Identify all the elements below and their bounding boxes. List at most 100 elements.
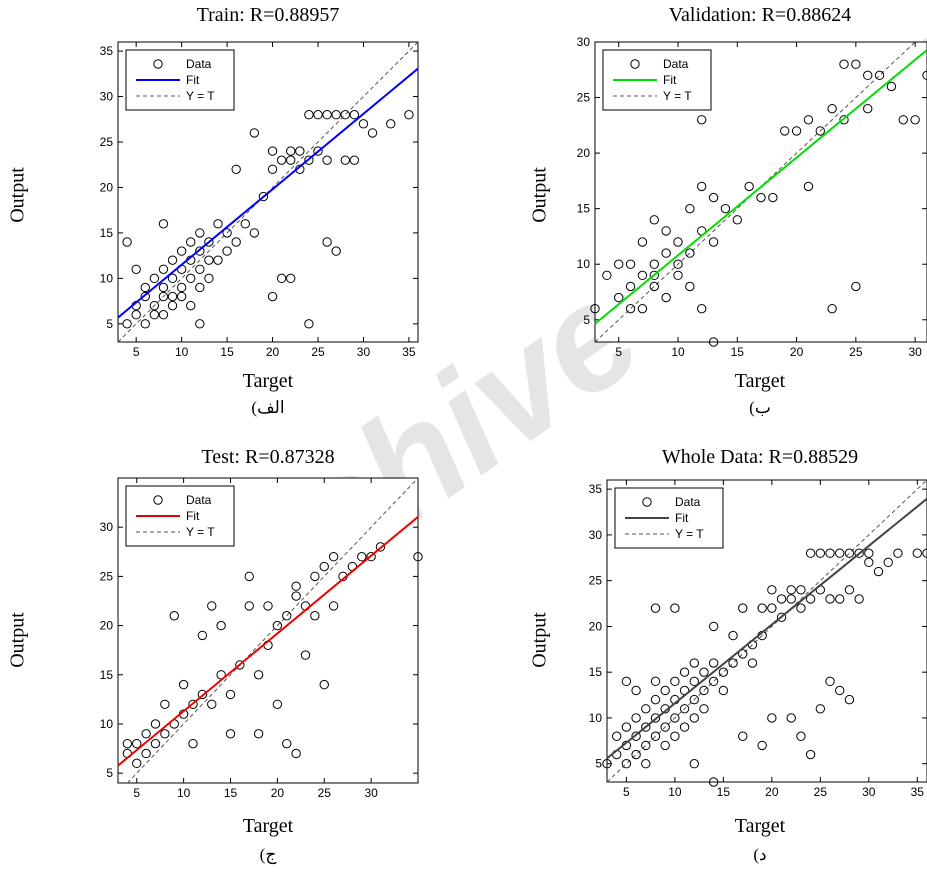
data-point — [122, 319, 132, 329]
x-tick-label: 25 — [814, 785, 828, 799]
data-point — [637, 270, 648, 281]
data-point — [276, 273, 287, 284]
x-tick-label: 10 — [671, 345, 685, 359]
data-point — [825, 594, 835, 604]
legend-data-marker — [630, 59, 640, 69]
data-point — [272, 699, 283, 709]
y-axis-label: Output — [528, 167, 551, 223]
data-point — [231, 164, 241, 174]
data-point — [625, 303, 636, 314]
legend-label: Fit — [186, 73, 200, 87]
data-point — [357, 552, 367, 562]
data-point — [231, 237, 241, 247]
legend: Data Fit Y = T — [125, 485, 235, 547]
data-point — [310, 571, 320, 582]
data-point — [322, 110, 332, 120]
data-point — [150, 738, 161, 749]
data-point — [661, 292, 671, 303]
y-tick-label: 15 — [100, 226, 114, 240]
x-tick-label: 20 — [266, 345, 280, 359]
data-point — [590, 303, 600, 314]
data-point — [621, 676, 632, 687]
data-point — [756, 192, 766, 203]
data-point — [649, 259, 659, 269]
x-tick-label: 30 — [908, 345, 922, 359]
data-point — [641, 758, 651, 769]
data-point — [679, 722, 690, 732]
data-point — [854, 594, 864, 604]
data-point — [614, 292, 624, 303]
data-point — [699, 685, 709, 696]
data-point — [844, 585, 855, 595]
data-point — [176, 282, 187, 293]
legend-label: Data — [675, 495, 701, 509]
data-point — [825, 548, 835, 558]
data-point — [188, 738, 198, 749]
legend-label: Fit — [675, 511, 689, 525]
x-tick-label: 20 — [790, 345, 804, 359]
x-tick-label: 20 — [271, 786, 285, 800]
data-point — [249, 128, 260, 138]
y-tick-label: 25 — [589, 574, 603, 588]
data-point — [300, 650, 311, 660]
y-tick-label: 10 — [100, 271, 114, 285]
data-point — [249, 228, 260, 238]
data-point — [621, 758, 632, 769]
data-point — [786, 594, 796, 604]
data-point — [204, 273, 214, 284]
data-point — [313, 146, 323, 156]
data-point — [839, 115, 849, 125]
data-point — [757, 603, 767, 613]
data-point — [195, 282, 205, 293]
data-point — [349, 155, 360, 165]
data-point — [625, 281, 636, 292]
data-point — [167, 273, 178, 284]
data-point — [178, 679, 189, 690]
y-tick-label: 25 — [100, 569, 114, 583]
data-point — [631, 685, 641, 696]
data-point — [195, 264, 205, 274]
panel-caption: ج) — [259, 845, 277, 864]
data-point — [883, 557, 893, 568]
data-point — [188, 699, 198, 709]
data-point — [708, 237, 719, 247]
x-tick-label: 15 — [717, 785, 731, 799]
data-point — [149, 310, 160, 320]
data-point — [197, 689, 208, 700]
data-point — [122, 738, 133, 749]
data-point — [708, 192, 719, 203]
data-point — [291, 591, 301, 601]
y-tick-label: 35 — [100, 44, 114, 58]
data-point — [602, 270, 612, 281]
data-point — [660, 740, 670, 751]
data-point — [631, 713, 641, 723]
data-point — [140, 319, 150, 329]
data-point — [780, 126, 790, 136]
y-tick-label: 30 — [100, 90, 114, 104]
y-tick-label: 30 — [100, 520, 114, 534]
data-point — [728, 630, 738, 641]
data-point — [738, 603, 748, 613]
y-tick-label: 35 — [589, 482, 603, 496]
data-point — [699, 704, 709, 714]
data-point — [767, 713, 777, 723]
data-point — [225, 689, 236, 700]
x-axis-label: Target — [242, 370, 294, 392]
y-tick-label: 20 — [577, 146, 591, 160]
data-point — [815, 126, 825, 136]
data-point — [186, 273, 196, 284]
data-point — [313, 110, 323, 120]
x-tick-label: 30 — [364, 786, 378, 800]
data-point — [744, 181, 754, 192]
y-tick-label: 15 — [589, 665, 603, 679]
data-point — [796, 585, 806, 595]
data-point — [286, 273, 296, 284]
legend: Data Fit Y = T — [125, 49, 235, 111]
data-point — [689, 758, 699, 769]
data-point — [158, 219, 169, 229]
data-point — [685, 281, 695, 292]
data-point — [267, 164, 278, 174]
data-point — [660, 722, 670, 732]
y-tick-label: 10 — [100, 717, 114, 731]
data-point — [805, 548, 816, 558]
